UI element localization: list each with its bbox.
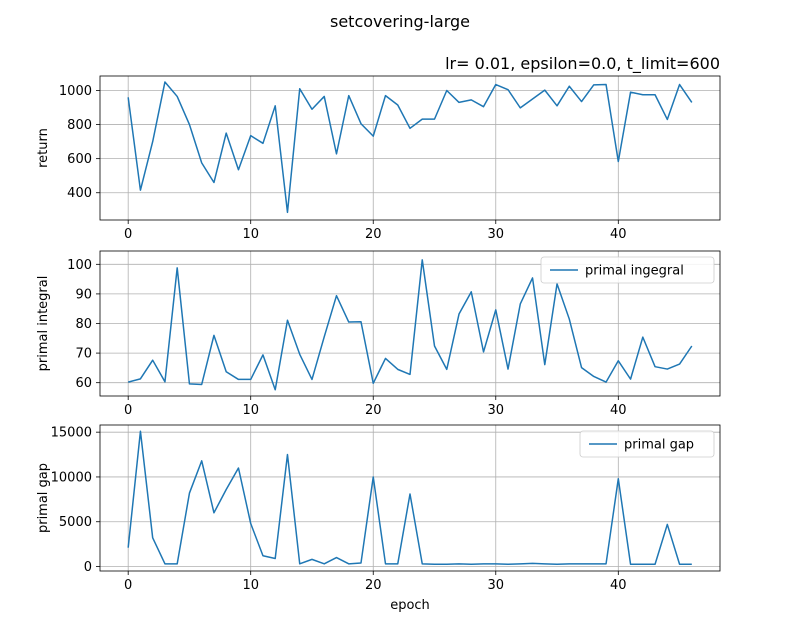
y-tick-label: 10000 [51, 470, 92, 485]
series-line [127, 259, 693, 391]
series-line [127, 81, 693, 214]
x-tick-label: 40 [610, 403, 627, 418]
y-tick-label: 5000 [59, 515, 92, 530]
legend-box [540, 256, 715, 284]
x-tick-label: 0 [124, 227, 132, 242]
legend-label: primal ingegral [585, 264, 684, 279]
y-tick-label: 90 [75, 287, 92, 302]
y-tick-label: 15000 [51, 426, 92, 441]
x-tick-label: 40 [610, 227, 627, 242]
x-tick-label: 40 [610, 578, 627, 593]
primal-gap-chart-panel: 0 10 20 30 40 0 5000 10000 15000 primal gap epoch p… [36, 424, 721, 613]
x-tick-label: 10 [242, 227, 259, 242]
x-tick-label: 10 [242, 578, 259, 593]
x-tick-label: 10 [242, 403, 259, 418]
x-tick-label: 20 [365, 578, 382, 593]
legend-label: primal gap [624, 438, 694, 453]
x-tick-label: 20 [365, 403, 382, 418]
series-line [127, 430, 692, 566]
x-tick-label: 30 [487, 578, 504, 593]
y-axis-label: primal integral [36, 276, 51, 372]
y-axis-label: primal gap [36, 463, 51, 533]
x-axis-label: epoch [390, 598, 430, 613]
x-tick-label: 30 [487, 227, 504, 242]
y-tick-label: 600 [67, 152, 92, 167]
y-tick-label: 80 [75, 317, 92, 332]
return-chart-panel: 0 10 20 30 40 400 600 800 1000 return [36, 75, 721, 242]
primal-integral-chart-panel: 0 10 20 30 40 60 70 80 90 100 primal integral prima… [36, 250, 721, 418]
x-tick-label: 0 [124, 578, 132, 593]
y-axis-label: return [36, 128, 51, 168]
y-tick-label: 60 [75, 376, 92, 391]
y-tick-label: 70 [75, 347, 92, 362]
x-tick-label: 20 [365, 227, 382, 242]
legend-box [579, 430, 715, 458]
y-tick-label: 400 [67, 186, 92, 201]
axes-frame [99, 75, 721, 221]
x-tick-label: 30 [487, 403, 504, 418]
y-tick-label: 1000 [59, 84, 92, 99]
y-tick-label: 800 [67, 118, 92, 133]
axes-frame [99, 424, 721, 572]
figure-title: setcovering-large [330, 12, 470, 31]
x-tick-label: 0 [124, 403, 132, 418]
y-tick-label: 0 [84, 560, 92, 575]
figure-subtitle: lr= 0.01, epsilon=0.0, t_limit=600 [445, 54, 720, 74]
y-tick-label: 100 [67, 258, 92, 273]
